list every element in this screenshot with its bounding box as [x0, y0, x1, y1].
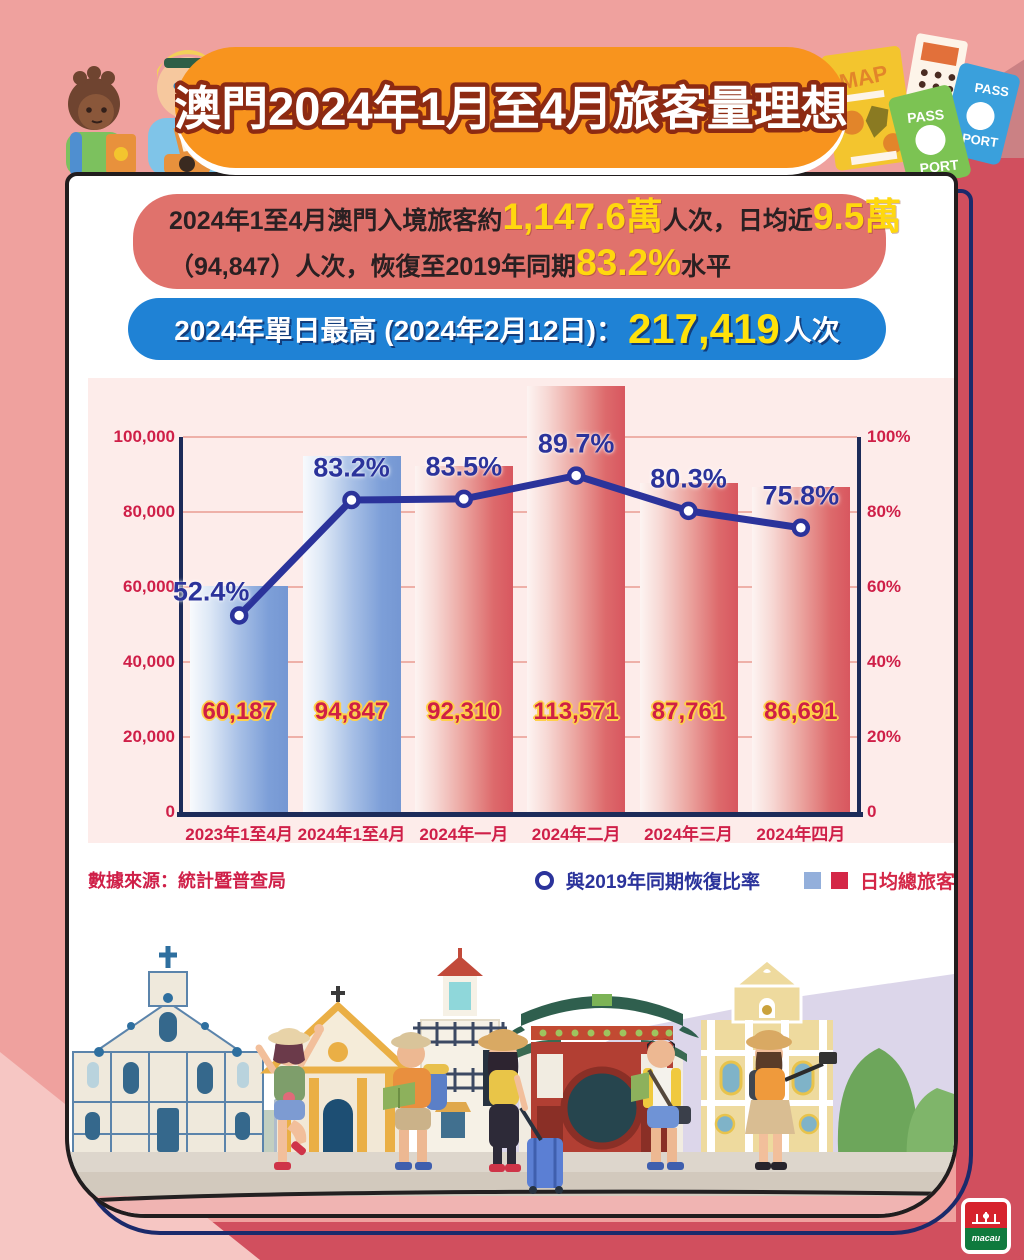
main-card: 2024年1至4月澳門入境旅客約1,147.6萬人次，日均近9.5萬 （94,8… [65, 172, 958, 1218]
summary-line-2: （94,847）人次，恢復至2019年同期83.2%水平 [169, 242, 850, 288]
line-point-marker [454, 489, 474, 509]
svg-text:PORT: PORT [919, 156, 960, 176]
highlight-value: 9.5萬 [812, 195, 902, 237]
map-illustration: MAP [821, 46, 915, 171]
page-title: 澳門2024年1月至4月旅客量理想 [175, 82, 847, 135]
line-legend-marker-icon [534, 870, 554, 890]
line-point-marker [342, 490, 361, 510]
tourist-selfie-woman [745, 1030, 837, 1170]
left-axis-tick: 60,000 [123, 577, 175, 596]
right-axis-tick: 20% [867, 727, 902, 746]
left-axis-line [179, 437, 183, 812]
bar-4 [527, 386, 626, 812]
tourist-map-man [631, 1038, 691, 1170]
summary-text: 2024年1至4月澳門入境旅客約 [169, 206, 503, 235]
chart-footer: 數據來源：統計暨普查局 與2019年同期恢復比率 日均總旅客 [88, 864, 955, 896]
left-axis-tick: 20,000 [123, 727, 175, 746]
gridline [183, 511, 857, 513]
title-banner: 澳門2024年1月至4月旅客量理想 [175, 47, 847, 168]
record-box: 2024年單日最高 (2024年2月12日)： 217,419 人次 [128, 298, 886, 360]
summary-line-1: 2024年1至4月澳門入境旅客約1,147.6萬人次，日均近9.5萬 [169, 195, 901, 242]
line-point-marker [229, 606, 249, 625]
recovery-rate-label: 80.3% [650, 463, 727, 494]
bar-5 [639, 482, 738, 812]
tourist-waving-woman [255, 1024, 324, 1170]
left-axis-tick: 0 [165, 802, 175, 821]
gridline [183, 736, 857, 738]
tourist-one [66, 66, 136, 176]
road [69, 1196, 954, 1214]
summary-text: （94,847）人次，恢復至2019年同期 [169, 252, 577, 281]
bar-legend-blue-icon [803, 871, 821, 889]
bar-value-label: 113,571 [533, 698, 619, 725]
road-edge-line [69, 1189, 954, 1204]
record-value: 217,419 [627, 305, 780, 352]
background-red-bottom [180, 1222, 1024, 1260]
svg-text:PASS: PASS [974, 80, 1011, 100]
background-red-panel [956, 138, 1024, 1260]
line-point-marker [791, 518, 811, 537]
macau-cityscape-illustration [69, 946, 954, 1214]
right-axis-tick: 60% [867, 577, 902, 596]
bar-legend-label: 日均總旅客 [859, 871, 955, 893]
bar-3 [414, 465, 513, 812]
line-legend-label: 與2019年同期恢復比率 [565, 871, 760, 893]
bar-value-label: 87,761 [651, 698, 726, 725]
st-pauls-ruins [72, 946, 264, 1167]
highlight-value: 83.2% [576, 241, 682, 283]
travel-items-illustration: MAP PASS PORT PASS PORT [821, 33, 1020, 178]
right-axis-tick: 100% [867, 427, 911, 446]
right-axis-tick: 40% [867, 652, 902, 671]
x-axis-label: 2023年1至4月 [185, 825, 294, 844]
bar-6 [751, 486, 850, 812]
summary-text: 人次，日均近 [662, 206, 813, 235]
right-axis-tick: 80% [867, 502, 902, 521]
x-axis-label: 2024年四月 [756, 825, 846, 844]
x-axis-label: 2024年二月 [531, 825, 621, 844]
recovery-rate-label: 89.7% [537, 428, 615, 459]
x-axis-label: 2024年1至4月 [297, 825, 406, 844]
bar-value-label: 94,847 [314, 698, 389, 725]
record-prefix: 2024年單日最高 (2024年2月12日)： [174, 315, 624, 346]
tourist-suitcase-woman [478, 1029, 563, 1194]
bottom-axis-line [177, 812, 863, 817]
gridline [183, 436, 857, 438]
bar-2 [302, 456, 401, 812]
macau-tourism-logo: macau [961, 1198, 1011, 1254]
right-axis-line [857, 437, 861, 812]
svg-text:PORT: PORT [961, 130, 999, 150]
bar-value-label: 60,187 [202, 698, 276, 725]
visitors-chart: 60,187 94,847 92,310 113,571 87,761 86,691 0 20… [88, 378, 954, 844]
recovery-rate-label: 83.2% [313, 452, 390, 483]
right-axis-tick: 0 [867, 802, 877, 821]
bushes [837, 1048, 954, 1166]
left-axis-tick: 40,000 [123, 652, 175, 671]
passport-green-illustration: PASS PORT [888, 85, 971, 178]
record-suffix: 人次 [783, 315, 840, 346]
gridline [183, 661, 857, 663]
recovery-rate-label: 52.4% [172, 576, 250, 606]
bar-value-label: 86,691 [764, 698, 838, 725]
logo-wordmark: macau [965, 1228, 1007, 1250]
chart-legend: 與2019年同期恢復比率 日均總旅客 [534, 867, 955, 894]
recovery-rate-label: 83.5% [425, 451, 503, 482]
x-axis-label: 2024年三月 [644, 825, 733, 844]
gridline [183, 586, 857, 588]
highlight-value: 1,147.6萬 [502, 195, 663, 237]
x-axis-label: 2024年一月 [419, 825, 509, 844]
bar-legend-red-icon [830, 871, 848, 889]
tourist-backpack-man [383, 1032, 449, 1170]
svg-text:PASS: PASS [906, 106, 945, 126]
summary-text: 水平 [681, 252, 732, 281]
left-axis-tick: 100,000 [113, 427, 175, 446]
bar-value-label: 92,310 [427, 698, 501, 725]
data-source-label: 數據來源：統計暨普查局 [88, 871, 286, 891]
recovery-rate-line [229, 466, 811, 625]
line-point-marker [679, 501, 698, 521]
recovery-rate-label: 75.8% [762, 480, 840, 511]
summary-box: 2024年1至4月澳門入境旅客約1,147.6萬人次，日均近9.5萬 （94,8… [133, 194, 901, 289]
line-point-marker [566, 466, 586, 485]
left-axis-tick: 80,000 [123, 502, 175, 521]
logo-ruins-icon [965, 1202, 1007, 1228]
